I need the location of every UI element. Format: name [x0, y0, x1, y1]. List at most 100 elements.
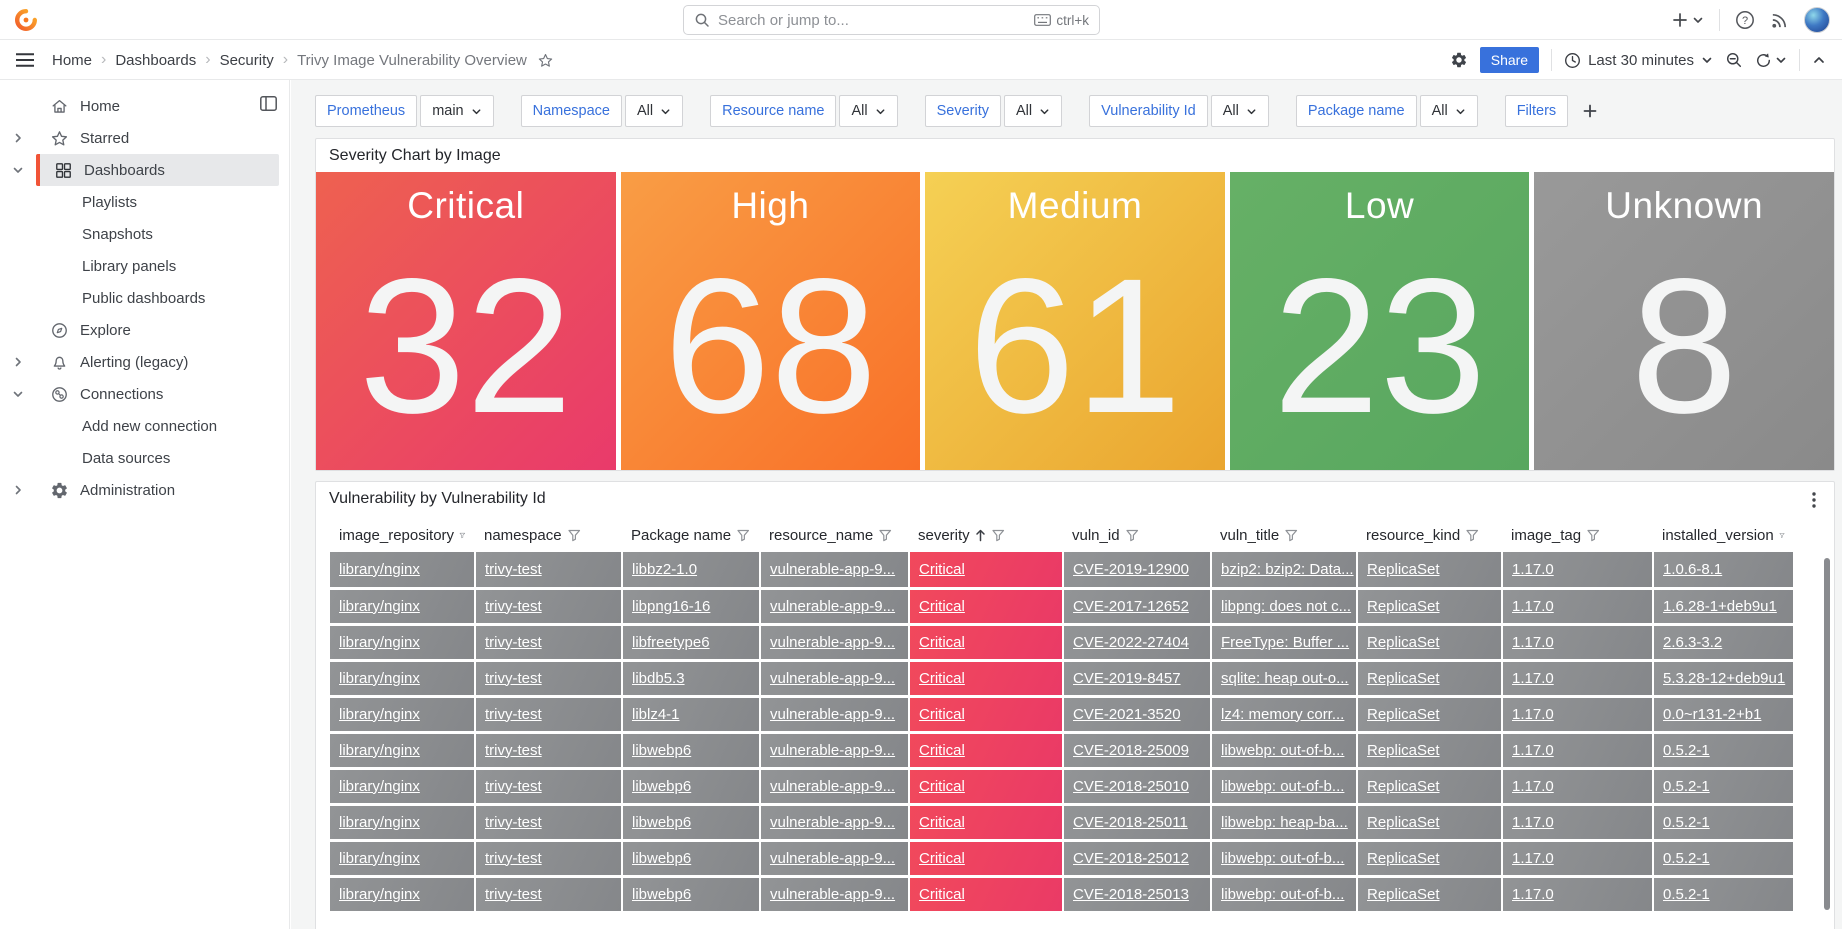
table-cell[interactable]: CVE-2022-27404	[1063, 624, 1212, 662]
table-cell-severity[interactable]: Critical	[909, 660, 1064, 698]
table-cell-severity[interactable]: Critical	[909, 768, 1064, 806]
table-cell[interactable]: 1.17.0	[1502, 588, 1654, 626]
table-cell[interactable]: 1.17.0	[1502, 624, 1654, 662]
table-cell[interactable]: ReplicaSet	[1357, 552, 1503, 590]
sidebar-item-playlists[interactable]: Playlists	[0, 186, 289, 218]
sidebar-item-snapshots[interactable]: Snapshots	[0, 218, 289, 250]
stat-high[interactable]: High 68	[620, 172, 921, 470]
table-cell[interactable]: 0.5.2-1	[1653, 768, 1795, 806]
dock-menu-icon[interactable]	[260, 96, 277, 111]
table-cell[interactable]: 1.0.6-8.1	[1653, 552, 1795, 590]
filters-button[interactable]: Filters	[1504, 95, 1569, 127]
table-cell[interactable]: libpng16-16	[622, 588, 761, 626]
table-cell[interactable]: vulnerable-app-9...	[760, 624, 910, 662]
table-cell[interactable]: libfreetype6	[622, 624, 761, 662]
table-cell[interactable]: lz4: memory corr...	[1211, 696, 1358, 734]
table-cell[interactable]: library/nginx	[330, 660, 476, 698]
var-value-severity[interactable]: All	[1004, 95, 1063, 127]
panel-menu-kebab-icon[interactable]	[1804, 490, 1824, 510]
var-value-package-name[interactable]: All	[1419, 95, 1478, 127]
sidebar-item-home[interactable]: Home	[0, 90, 289, 122]
table-cell-severity[interactable]: Critical	[909, 804, 1064, 842]
table-cell[interactable]: 1.17.0	[1502, 732, 1654, 770]
table-cell[interactable]: trivy-test	[475, 588, 623, 626]
sidebar-item-data-sources[interactable]: Data sources	[0, 442, 289, 474]
table-cell[interactable]: 1.17.0	[1502, 876, 1654, 914]
table-cell[interactable]: 1.6.28-1+deb9u1	[1653, 588, 1795, 626]
var-value-namespace[interactable]: All	[625, 95, 684, 127]
sidebar-item-alerting-legacy[interactable]: Alerting (legacy)	[0, 346, 289, 378]
var-label-namespace[interactable]: Namespace	[520, 95, 622, 127]
table-cell[interactable]: library/nginx	[330, 732, 476, 770]
table-cell[interactable]: trivy-test	[475, 660, 623, 698]
table-cell[interactable]: 0.5.2-1	[1653, 804, 1795, 842]
table-cell[interactable]: library/nginx	[330, 696, 476, 734]
table-cell[interactable]: libwebp6	[622, 768, 761, 806]
table-cell[interactable]: ReplicaSet	[1357, 840, 1503, 878]
table-cell[interactable]: library/nginx	[330, 840, 476, 878]
add-filter-plus-icon[interactable]	[1582, 103, 1598, 119]
sidebar-item-administration[interactable]: Administration	[0, 474, 289, 506]
table-cell[interactable]: vulnerable-app-9...	[760, 768, 910, 806]
table-cell-severity[interactable]: Critical	[909, 624, 1064, 662]
var-label-prometheus[interactable]: Prometheus	[315, 95, 418, 127]
grafana-logo-icon[interactable]	[13, 7, 39, 33]
table-cell[interactable]: CVE-2018-25010	[1063, 768, 1212, 806]
table-cell[interactable]: libwebp: out-of-b...	[1211, 768, 1358, 806]
table-cell[interactable]: 2.6.3-3.2	[1653, 624, 1795, 662]
var-value-vulnerability-id[interactable]: All	[1210, 95, 1269, 127]
table-cell[interactable]: 5.3.28-12+deb9u1	[1653, 660, 1795, 698]
table-cell[interactable]: vulnerable-app-9...	[760, 732, 910, 770]
collapse-chevron-up-icon[interactable]	[1812, 53, 1826, 67]
table-cell[interactable]: library/nginx	[330, 624, 476, 662]
table-cell[interactable]: libwebp: out-of-b...	[1211, 876, 1358, 914]
table-cell[interactable]: library/nginx	[330, 588, 476, 626]
table-cell[interactable]: vulnerable-app-9...	[760, 660, 910, 698]
var-label-vulnerability-id[interactable]: Vulnerability Id	[1089, 95, 1208, 127]
panel-title[interactable]: Severity Chart by Image	[329, 146, 501, 164]
table-cell[interactable]: CVE-2019-12900	[1063, 552, 1212, 590]
table-cell[interactable]: 1.17.0	[1502, 696, 1654, 734]
column-header-image-tag[interactable]: image_tag	[1502, 518, 1653, 552]
var-label-resource-name[interactable]: Resource name	[710, 95, 837, 127]
table-cell[interactable]: libbz2-1.0	[622, 552, 761, 590]
news-rss-icon[interactable]	[1770, 11, 1789, 30]
table-cell[interactable]: vulnerable-app-9...	[760, 552, 910, 590]
table-cell[interactable]: libwebp6	[622, 804, 761, 842]
table-cell[interactable]: 1.17.0	[1502, 768, 1654, 806]
table-cell[interactable]: CVE-2021-3520	[1063, 696, 1212, 734]
breadcrumb-security[interactable]: Security	[219, 51, 274, 69]
table-cell[interactable]: 1.17.0	[1502, 660, 1654, 698]
table-cell[interactable]: vulnerable-app-9...	[760, 876, 910, 914]
column-header-namespace[interactable]: namespace	[475, 518, 622, 552]
table-cell[interactable]: 0.0~r131-2+b1	[1653, 696, 1795, 734]
table-cell[interactable]: ReplicaSet	[1357, 768, 1503, 806]
table-cell[interactable]: 1.17.0	[1502, 840, 1654, 878]
table-cell[interactable]: ReplicaSet	[1357, 876, 1503, 914]
help-icon[interactable]: ?	[1735, 10, 1755, 30]
table-cell[interactable]: CVE-2019-8457	[1063, 660, 1212, 698]
table-cell[interactable]: CVE-2017-12652	[1063, 588, 1212, 626]
search-box[interactable]: ctrl+k	[683, 5, 1100, 35]
panel-title[interactable]: Vulnerability by Vulnerability Id	[329, 489, 546, 507]
search-input[interactable]	[718, 11, 1027, 29]
table-cell[interactable]: vulnerable-app-9...	[760, 840, 910, 878]
table-cell-severity[interactable]: Critical	[909, 840, 1064, 878]
dashboard-settings-gear-icon[interactable]	[1450, 51, 1468, 69]
breadcrumb-home[interactable]: Home	[52, 51, 93, 69]
table-cell[interactable]: trivy-test	[475, 552, 623, 590]
table-cell[interactable]: libwebp6	[622, 840, 761, 878]
table-cell[interactable]: liblz4-1	[622, 696, 761, 734]
table-cell[interactable]: trivy-test	[475, 876, 623, 914]
table-cell-severity[interactable]: Critical	[909, 732, 1064, 770]
table-cell[interactable]: libwebp6	[622, 876, 761, 914]
column-header-resource-kind[interactable]: resource_kind	[1357, 518, 1502, 552]
stat-unknown[interactable]: Unknown 8	[1534, 172, 1834, 470]
column-header-package-name[interactable]: Package name	[622, 518, 760, 552]
new-button[interactable]	[1671, 11, 1704, 29]
table-cell[interactable]: CVE-2018-25013	[1063, 876, 1212, 914]
sidebar-item-connections[interactable]: Connections	[0, 378, 289, 410]
table-cell[interactable]: trivy-test	[475, 768, 623, 806]
var-value-resource-name[interactable]: All	[839, 95, 898, 127]
table-cell[interactable]: ReplicaSet	[1357, 804, 1503, 842]
